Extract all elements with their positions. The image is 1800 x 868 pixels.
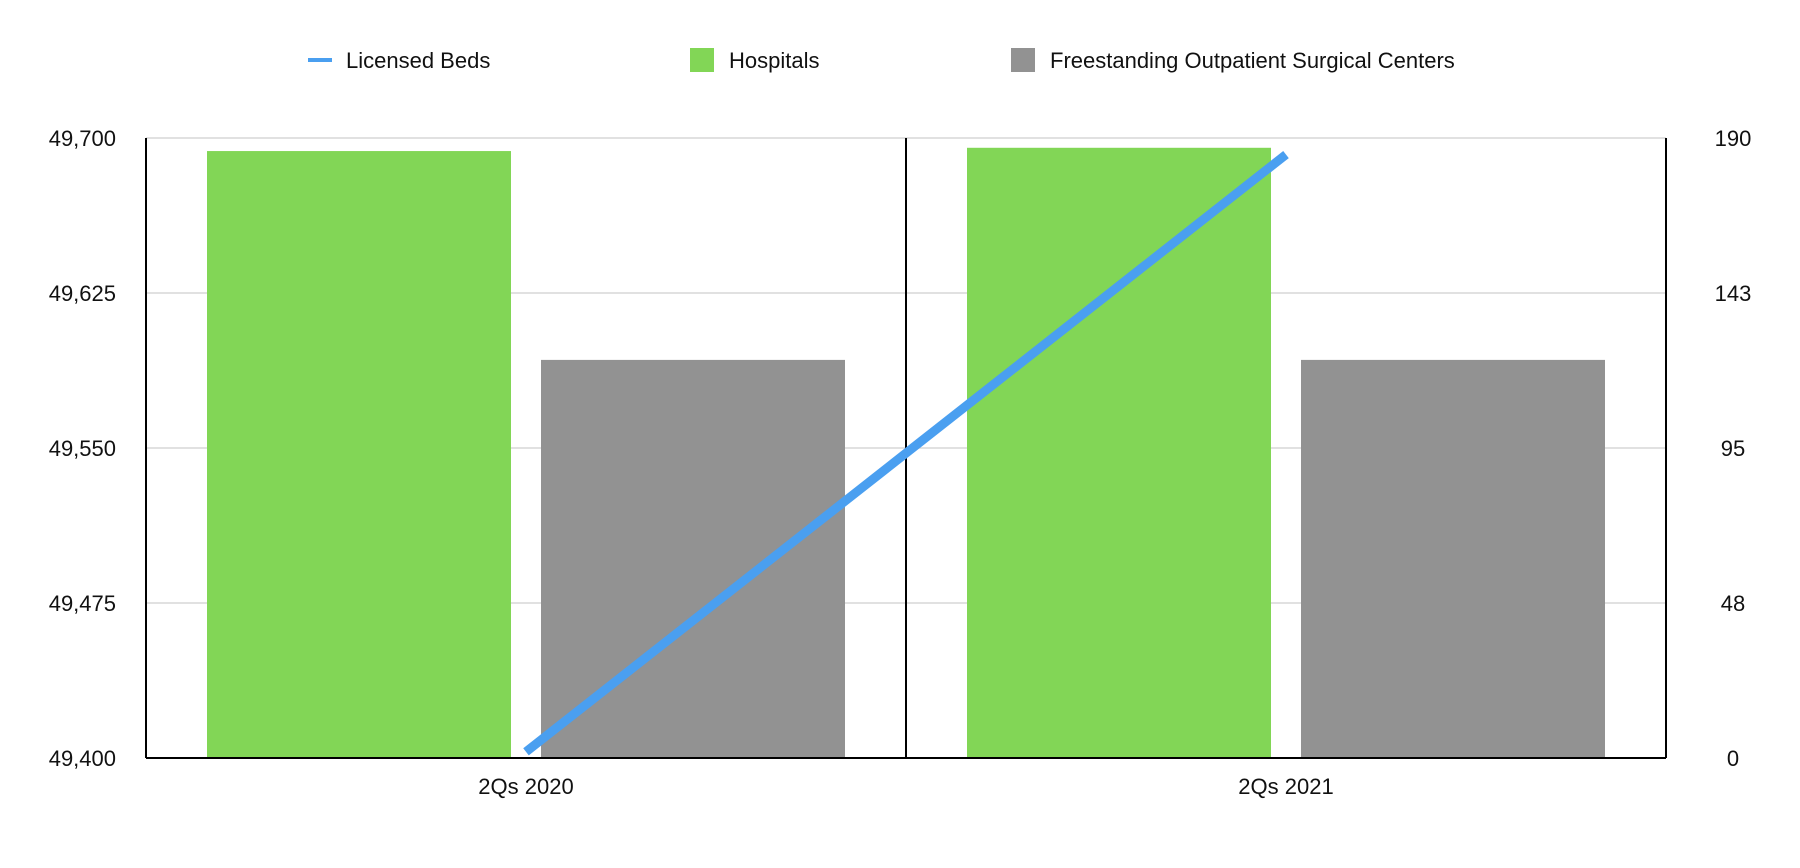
y-left-tick-label: 49,475 [49,591,116,616]
y-right-tick-label: 95 [1721,436,1745,461]
x-tick-label: 2Qs 2020 [478,774,573,799]
legend-label-licensed-beds: Licensed Beds [346,48,490,73]
y-right-tick-label: 143 [1715,281,1752,306]
bar-freestanding-outpatient-surgical-centers-1 [1301,359,1605,758]
y-right-tick-label: 190 [1715,126,1752,151]
y-left-tick-label: 49,550 [49,436,116,461]
tick-labels: 49,700 49,625 49,550 49,475 49,400 190 143 95 48… [49,126,1752,799]
legend: Licensed Beds Hospitals Freestanding Outpa… [308,48,1455,73]
y-right-tick-label: 0 [1727,746,1739,771]
y-left-tick-label: 49,700 [49,126,116,151]
line-licensed-beds [523,150,1289,756]
bar-hospitals-0 [207,151,511,759]
legend-label-hospitals: Hospitals [729,48,819,73]
y-right-tick-label: 48 [1721,591,1745,616]
bar-freestanding-outpatient-surgical-centers-0 [541,359,845,758]
legend-swatch-hospitals [690,48,714,72]
bars [207,147,1605,759]
line-series [523,150,1289,756]
x-tick-label: 2Qs 2021 [1238,774,1333,799]
legend-swatch-freestanding-outpatient-surgical-centers [1011,48,1035,72]
y-left-tick-label: 49,625 [49,281,116,306]
legend-label-freestanding-outpatient-surgical-centers: Freestanding Outpatient Surgical Centers [1050,48,1455,73]
y-left-tick-label: 49,400 [49,746,116,771]
bar-hospitals-1 [967,147,1271,758]
